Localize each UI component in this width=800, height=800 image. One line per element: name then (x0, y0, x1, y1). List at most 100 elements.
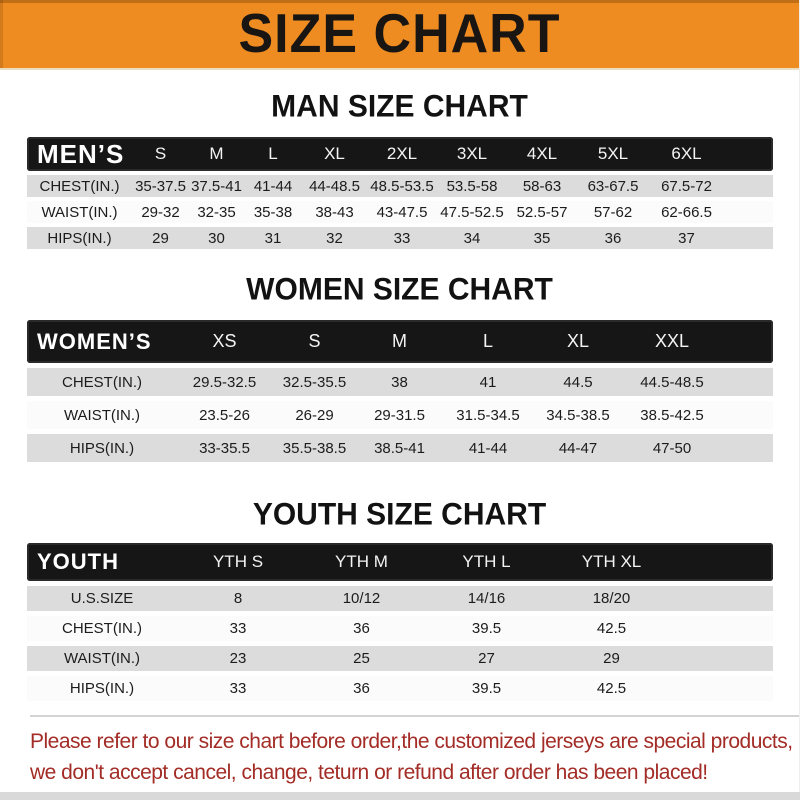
row-label-cell: WAIST(IN.) (63, 406, 141, 424)
header-size-cell: XXL (654, 331, 690, 351)
row-value-cell: 26-29 (295, 406, 334, 424)
row-value-cell: 30 (208, 229, 225, 247)
row-value-cell: 39.5 (471, 680, 502, 697)
row-value-cell: 10/12 (342, 590, 381, 607)
row-value-cell: 36 (353, 620, 370, 637)
section-title: YOUTH SIZE CHART (252, 497, 547, 532)
row-value-cell: 42.5 (596, 620, 627, 637)
header-size-cell: L (482, 331, 493, 351)
footer-line-1: Please refer to our size chart before or… (30, 730, 793, 753)
row-value-cell: 36 (353, 680, 370, 697)
header-size-cell: S (308, 331, 321, 351)
table-header-bar: MEN’S S M L XL 2XL 3XL 4XL 5XL 6XL (27, 137, 773, 171)
row-value-cell: 47.5-52.5 (440, 203, 504, 221)
row-value-cell: 29-32 (141, 203, 180, 221)
header-size-cell: M (392, 331, 407, 351)
row-value-cell: 35-38 (253, 203, 293, 221)
row-value-cell: 38.5-41 (374, 439, 425, 457)
table-row: HIPS(IN.) 29 30 31 32 33 34 35 36 37 (27, 227, 773, 249)
charts-container: MAN SIZE CHART MEN’S S M L XL 2XL 3XL 4XL 5XL 6XL C… (0, 89, 799, 701)
section-title: WOMEN SIZE CHART (246, 272, 553, 307)
row-value-cell: 31.5-34.5 (456, 406, 520, 424)
size-table: MEN’S S M L XL 2XL 3XL 4XL 5XL 6XL CHEST(IN.) 35-37… (27, 137, 773, 249)
row-label-cell: U.S.SIZE (70, 590, 134, 607)
row-value-cell: 32.5-35.5 (282, 373, 347, 391)
header-label-cell: WOMEN’S (37, 328, 152, 354)
header-size-cell: 3XL (456, 144, 488, 163)
row-value-cell: 63-67.5 (587, 177, 639, 195)
row-label-cell: CHEST(IN.) (39, 177, 120, 195)
table-row: CHEST(IN.) 33 36 39.5 42.5 (27, 616, 773, 641)
row-value-cell: 32 (326, 229, 343, 247)
banner-title: SIZE CHART (238, 3, 561, 65)
table-row: WAIST(IN.) 23 25 27 29 (27, 646, 773, 671)
row-value-cell: 41-44 (468, 439, 508, 457)
row-label-cell: CHEST(IN.) (62, 373, 142, 391)
row-value-cell: 34.5-38.5 (546, 406, 610, 424)
header-size-cell: XL (566, 331, 590, 351)
table-header-bar: WOMEN’S XS S M L XL XXL (27, 320, 773, 363)
row-value-cell: 32-35 (197, 203, 236, 221)
row-value-cell: 29.5-32.5 (192, 373, 257, 391)
row-value-cell: 41-44 (253, 177, 293, 195)
row-value-cell: 38.5-42.5 (640, 406, 704, 424)
row-value-cell: 33 (229, 680, 247, 697)
footer-note: Please refer to our size chart before or… (0, 717, 799, 788)
row-value-cell: 37.5-41 (191, 177, 242, 195)
header-size-cell: S (154, 144, 167, 163)
row-value-cell: 52.5-57 (516, 203, 568, 221)
section-title: MAN SIZE CHART (271, 89, 528, 124)
row-value-cell: 33-35.5 (199, 439, 250, 457)
row-value-cell: 57-62 (593, 203, 633, 221)
row-value-cell: 67.5-72 (661, 177, 712, 195)
table-row: U.S.SIZE 8 10/12 14/16 18/20 (27, 586, 773, 611)
row-value-cell: 62-66.5 (661, 203, 712, 221)
row-label-cell: WAIST(IN.) (41, 203, 118, 221)
row-value-cell: 39.5 (471, 620, 502, 637)
row-value-cell: 29 (152, 229, 169, 247)
table-row: WAIST(IN.) 29-32 32-35 35-38 38-43 43-47.5 47.… (27, 201, 773, 223)
row-value-cell: 27 (478, 650, 495, 667)
row-value-cell: 33 (393, 229, 411, 247)
row-value-cell: 47-50 (652, 439, 692, 457)
table-row: WAIST(IN.) 23.5-26 26-29 29-31.5 31.5-34.5 34… (27, 401, 773, 429)
header-size-cell: YTH S (212, 552, 264, 571)
row-value-cell: 58-63 (522, 177, 562, 195)
header-size-cell: 5XL (597, 144, 629, 163)
header-size-cell: 4XL (526, 144, 558, 163)
bottom-strip (0, 792, 800, 800)
header-label-cell: MEN’S (37, 138, 125, 169)
row-value-cell: 33 (229, 620, 247, 637)
row-value-cell: 23.5-26 (199, 406, 250, 424)
row-value-cell: 44-47 (558, 439, 598, 457)
row-value-cell: 14/16 (467, 590, 506, 607)
footer-line-2: we don't accept cancel, change, teturn o… (30, 761, 708, 784)
header-size-cell: YTH XL (581, 552, 642, 571)
footer-divider (30, 715, 799, 717)
row-value-cell: 36 (604, 229, 622, 247)
row-value-cell: 34 (463, 229, 481, 247)
row-value-cell: 31 (264, 229, 282, 247)
row-value-cell: 44.5-48.5 (640, 373, 704, 391)
row-value-cell: 23 (229, 650, 247, 667)
row-label-cell: WAIST(IN.) (63, 650, 141, 667)
table-row: HIPS(IN.) 33 36 39.5 42.5 (27, 676, 773, 701)
table-row: HIPS(IN.) 33-35.5 35.5-38.5 38.5-41 41-44 44-… (27, 434, 773, 462)
row-value-cell: 18/20 (592, 590, 631, 607)
row-value-cell: 38-43 (315, 203, 354, 221)
row-value-cell: 25 (353, 650, 370, 667)
table-row: CHEST(IN.) 35-37.5 37.5-41 41-44 44-48.5 48.5… (27, 175, 773, 197)
row-value-cell: 38 (391, 373, 408, 391)
row-value-cell: 44-48.5 (309, 177, 360, 195)
row-value-cell: 29-31.5 (374, 406, 425, 424)
size-table: YOUTH YTH S YTH M YTH L YTH XL U.S.SIZE 8 10/12… (27, 543, 773, 701)
row-value-cell: 35-37.5 (135, 177, 186, 195)
header-size-cell: YTH M (335, 552, 388, 571)
row-label-cell: HIPS(IN.) (47, 229, 112, 247)
row-value-cell: 42.5 (596, 680, 627, 697)
header-size-cell: 2XL (386, 144, 418, 163)
header-size-cell: L (268, 144, 278, 163)
size-table: WOMEN’S XS S M L XL XXL CHEST(IN.) 29.5-32.5 32.5… (27, 320, 773, 462)
row-value-cell: 35.5-38.5 (282, 439, 347, 457)
